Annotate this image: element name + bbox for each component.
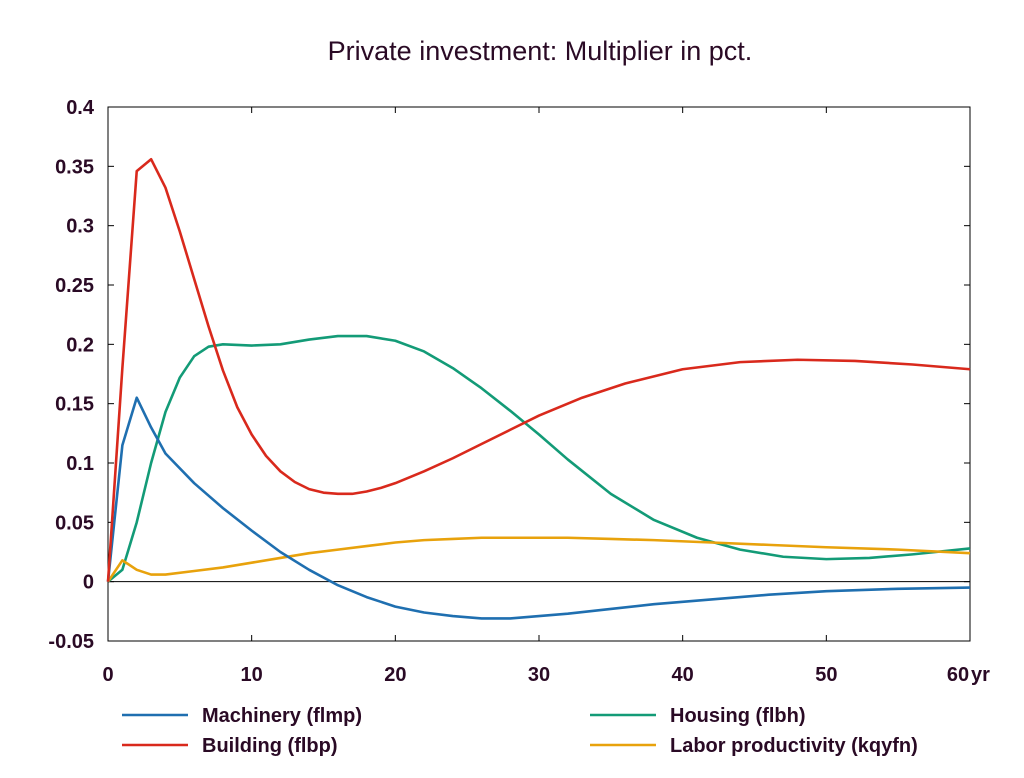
x-tick-label: 0	[102, 664, 113, 686]
x-tick-label: 40	[672, 664, 694, 686]
series-line-3	[106, 536, 971, 583]
legend-label: Labor productivity (kqyfn)	[670, 735, 918, 757]
y-tick-label: 0.1	[66, 453, 94, 475]
x-tick-label: 20	[384, 664, 406, 686]
chart-title: Private investment: Multiplier in pct.	[328, 36, 753, 66]
y-axis: -0.05 0 0.05 0.1 0.15 0.2 0.25 0.3 0.35 0.4	[48, 97, 970, 653]
x-axis: 0 10 20 30 40 50 60 yr	[102, 107, 990, 686]
y-tick-label: 0.4	[66, 97, 95, 119]
y-tick-label: 0.35	[55, 156, 94, 178]
series-line-2	[106, 157, 971, 582]
y-tick-label: 0.3	[66, 216, 94, 238]
x-tick-label: 60	[947, 664, 969, 686]
y-tick-label: 0.05	[55, 512, 94, 534]
x-unit-label: yr	[971, 664, 990, 686]
series-line-0	[106, 396, 971, 620]
y-tick-label: 0.25	[55, 275, 94, 297]
legend-label: Building (flbp)	[202, 735, 338, 757]
legend-label: Machinery (flmp)	[202, 705, 362, 727]
x-tick-label: 50	[815, 664, 837, 686]
y-tick-label: -0.05	[48, 631, 94, 653]
y-tick-label: 0	[83, 572, 94, 594]
x-tick-label: 10	[241, 664, 263, 686]
x-tick-label: 30	[528, 664, 550, 686]
legend-label: Housing (flbh)	[670, 705, 806, 727]
legend: Machinery (flmp) Housing (flbh) Building (…	[122, 705, 918, 757]
series-lines	[106, 157, 971, 620]
y-tick-label: 0.15	[55, 394, 94, 416]
plot-frame	[107, 106, 971, 642]
y-tick-label: 0.2	[66, 334, 94, 356]
series-line-1	[107, 334, 971, 583]
